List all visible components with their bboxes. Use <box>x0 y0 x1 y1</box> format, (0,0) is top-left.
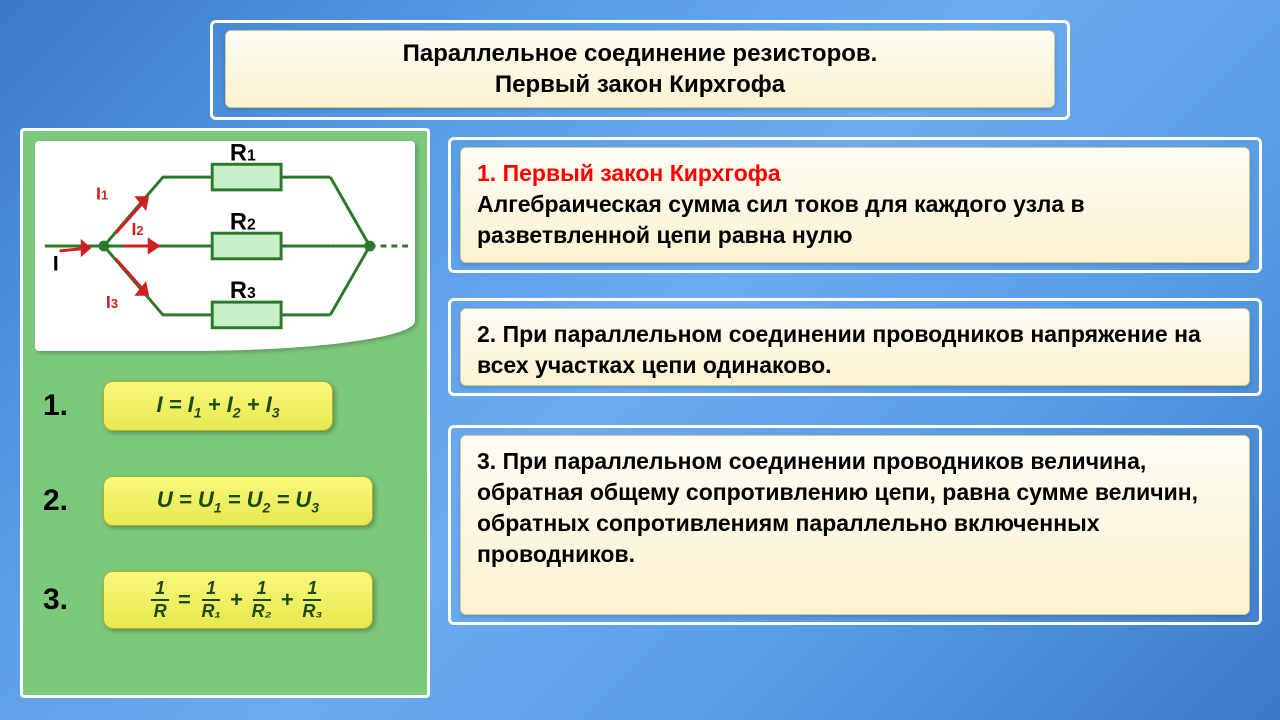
left-panel: I I1 I2 I3 R1 R2 R3 1. I = I1 + I2 + I3 … <box>20 128 430 698</box>
circuit-diagram: I I1 I2 I3 R1 R2 R3 <box>35 141 415 351</box>
formula-box-3: 1R = 1R₁ + 1R₂ + 1R₃ <box>103 571 373 629</box>
slide-background: Параллельное соединение резисторов. Перв… <box>0 0 1280 720</box>
svg-text:R1: R1 <box>230 141 256 166</box>
svg-text:I1: I1 <box>96 184 108 204</box>
formula-row-2: 2. U = U1 = U2 = U3 <box>43 476 373 526</box>
svg-text:I2: I2 <box>131 219 143 239</box>
formula-number-3: 3. <box>43 583 103 617</box>
formula-box-1: I = I1 + I2 + I3 <box>103 381 333 431</box>
svg-text:I: I <box>53 251 59 276</box>
formula-2-text: U = U1 = U2 = U3 <box>157 487 319 515</box>
title-line1: Параллельное соединение резисторов. <box>403 38 878 69</box>
circuit-svg: I I1 I2 I3 R1 R2 R3 <box>35 141 415 351</box>
info-box-2: 2. При параллельном соединении проводник… <box>460 308 1250 386</box>
svg-text:R3: R3 <box>230 278 256 304</box>
title-line2: Первый закон Кирхгофа <box>495 69 785 100</box>
svg-text:I3: I3 <box>106 292 118 312</box>
info-box-3: 3. При параллельном соединении проводник… <box>460 435 1250 615</box>
formula-number-2: 2. <box>43 484 103 518</box>
info-2-body: 2. При параллельном соединении проводник… <box>477 319 1233 381</box>
formula-box-2: U = U1 = U2 = U3 <box>103 476 373 526</box>
formula-row-1: 1. I = I1 + I2 + I3 <box>43 381 333 431</box>
formula-1-text: I = I1 + I2 + I3 <box>156 392 279 420</box>
svg-text:R2: R2 <box>230 209 256 235</box>
formula-row-3: 3. 1R = 1R₁ + 1R₂ + 1R₃ <box>43 571 373 629</box>
info-3-body: 3. При параллельном соединении проводник… <box>477 446 1233 570</box>
slide-title: Параллельное соединение резисторов. Перв… <box>225 30 1055 108</box>
info-1-body: Алгебраическая сумма сил токов для каждо… <box>477 189 1233 251</box>
info-box-1: 1. Первый закон Кирхгофа Алгебраическая … <box>460 147 1250 263</box>
info-1-title: 1. Первый закон Кирхгофа <box>477 158 1233 189</box>
formula-number-1: 1. <box>43 389 103 423</box>
